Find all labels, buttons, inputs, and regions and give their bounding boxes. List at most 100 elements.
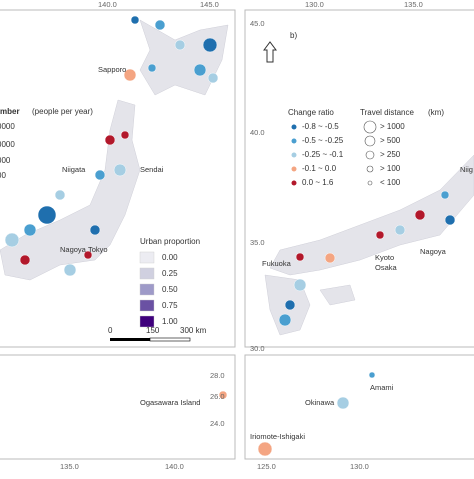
label: 000: [0, 156, 11, 165]
label: Travel distance: [360, 108, 415, 117]
label: Urban proportion: [140, 237, 200, 246]
label: Sapporo: [98, 65, 126, 74]
swatch: [367, 180, 373, 186]
city-marker: [174, 39, 186, 51]
city-marker: [154, 19, 166, 31]
label: 30.0: [250, 344, 265, 353]
label: mber: [0, 107, 20, 116]
city-marker: [284, 299, 296, 311]
label: 130.0: [305, 0, 324, 9]
swatch: [139, 283, 155, 296]
city-marker: [336, 396, 350, 410]
label: 45.0: [250, 19, 265, 28]
label: > 500: [380, 136, 401, 145]
swatch: [139, 251, 155, 264]
swatch: [291, 152, 297, 158]
city-marker: [368, 371, 376, 379]
city-marker: [4, 232, 20, 248]
label: -0.8 ~ -0.5: [302, 122, 339, 131]
label: 0.75: [162, 301, 178, 310]
swatch: [139, 267, 155, 280]
city-marker: [113, 163, 127, 177]
label: Niigata: [62, 165, 86, 174]
city-markers: [4, 15, 456, 457]
swatch: [291, 166, 297, 172]
label: < 100: [380, 178, 401, 187]
label: Change ratio: [288, 108, 334, 117]
label: Sendai: [140, 165, 164, 174]
city-marker: [94, 169, 106, 181]
label: 130.0: [350, 462, 369, 471]
label: 26.0: [210, 392, 225, 401]
north-arrow: [263, 41, 277, 63]
scale-bar: [110, 337, 191, 342]
label: 0.50: [162, 285, 178, 294]
city-marker: [414, 209, 426, 221]
frames: [0, 9, 474, 460]
label: > 1000: [380, 122, 405, 131]
label: Ogasawara Island: [140, 398, 200, 407]
label: 135.0: [404, 0, 423, 9]
swatch: [291, 124, 297, 130]
city-marker: [257, 441, 273, 457]
label: 140.0: [98, 0, 117, 9]
label: Nagoya: [420, 247, 447, 256]
city-marker: [207, 72, 219, 84]
label: 24.0: [210, 419, 225, 428]
label: (km): [428, 108, 444, 117]
label: 40.0: [250, 128, 265, 137]
swatch: [291, 180, 297, 186]
label: Okinawa: [305, 398, 335, 407]
label: 0.00: [162, 253, 178, 262]
city-marker: [120, 130, 130, 140]
label: Niig: [460, 165, 473, 174]
swatch: [366, 165, 374, 173]
city-marker: [54, 189, 66, 201]
swatch: [139, 315, 155, 328]
city-marker: [83, 250, 93, 260]
label: b): [290, 31, 297, 40]
swatch: [365, 150, 375, 160]
swatch: [139, 299, 155, 312]
label: Iriomote-Ishigaki: [250, 432, 305, 441]
label: > 250: [380, 150, 401, 159]
label: 135.0: [60, 462, 79, 471]
label: 140.0: [165, 462, 184, 471]
urban-legend: [139, 251, 155, 328]
city-marker: [63, 263, 77, 277]
swatch: [291, 138, 297, 144]
city-marker: [123, 68, 137, 82]
label: 125.0: [257, 462, 276, 471]
label: 00: [0, 171, 6, 180]
label: 300 km: [180, 326, 207, 335]
label: 0.25: [162, 269, 178, 278]
ratio-legend: [291, 120, 377, 186]
label: 0: [108, 326, 113, 335]
label: Osaka: [375, 263, 398, 272]
label: 0.0 ~ 1.6: [302, 178, 334, 187]
city-marker: [202, 37, 218, 53]
city-marker: [19, 254, 31, 266]
label: Tokyo: [88, 245, 108, 254]
city-marker: [440, 190, 450, 200]
city-marker: [218, 390, 228, 400]
city-marker: [23, 223, 37, 237]
city-marker: [104, 134, 116, 146]
swatch: [363, 120, 377, 134]
city-marker: [295, 252, 305, 262]
city-marker: [89, 224, 101, 236]
label: -0.25 ~ -0.1: [302, 150, 344, 159]
city-marker: [324, 252, 336, 264]
swatch: [364, 135, 376, 147]
city-marker: [293, 278, 307, 292]
city-marker: [147, 63, 157, 73]
city-marker: [193, 63, 207, 77]
city-marker: [444, 214, 456, 226]
label: Amami: [370, 383, 394, 392]
label: -0.1 ~ 0.0: [302, 164, 337, 173]
city-marker: [37, 205, 57, 225]
